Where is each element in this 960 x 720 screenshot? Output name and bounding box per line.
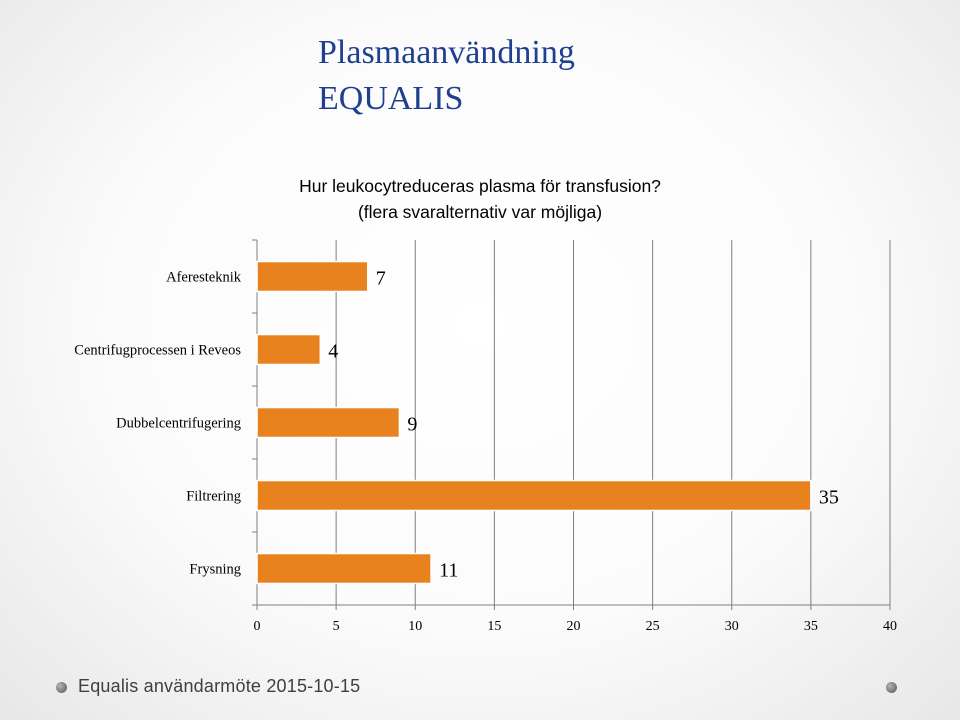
slide-title: Plasmaanvändning EQUALIS: [318, 30, 918, 122]
data-label-1: 4: [328, 341, 338, 363]
category-label-3: Filtrering: [186, 489, 241, 505]
bar-3: [256, 479, 812, 512]
bar-0: [256, 260, 369, 293]
x-tick-label-6: 30: [725, 619, 739, 634]
category-label-0: Aferesteknik: [166, 270, 242, 286]
x-tick-label-1: 5: [333, 619, 340, 634]
footer-bullet-right-icon: [886, 682, 897, 693]
footer-text: Equalis användarmöte 2015-10-15: [78, 676, 361, 696]
x-tick-label-4: 20: [567, 619, 581, 634]
data-label-0: 7: [376, 268, 386, 290]
x-tick-label-3: 15: [487, 619, 501, 634]
chart-title-line2: (flera svaralternativ var möjliga): [357, 202, 603, 222]
data-label-3: 35: [819, 487, 839, 509]
category-label-2: Dubbelcentrifugering: [116, 416, 241, 432]
data-label-4: 11: [439, 560, 458, 582]
data-label-2: 9: [407, 414, 417, 436]
slide-title-line1: Plasmaanvändning: [318, 34, 575, 71]
category-label-4: Frysning: [189, 562, 241, 578]
x-tick-label-7: 35: [804, 619, 818, 634]
category-label-1: Centrifugprocessen i Reveos: [74, 343, 241, 359]
x-tick-label-2: 10: [408, 619, 422, 634]
footer: Equalis användarmöte 2015-10-15: [0, 668, 960, 708]
bar-4: [256, 552, 432, 585]
bar-1: [256, 333, 322, 366]
x-tick-label-0: 0: [254, 619, 261, 634]
footer-bullet-left-icon: [56, 682, 67, 693]
x-tick-label-8: 40: [883, 619, 897, 634]
slide-title-line2: EQUALIS: [318, 80, 464, 117]
bar-2: [256, 406, 401, 439]
chart-title-line1: Hur leukocytreduceras plasma för transfu…: [299, 176, 661, 196]
x-tick-label-5: 25: [646, 619, 660, 634]
